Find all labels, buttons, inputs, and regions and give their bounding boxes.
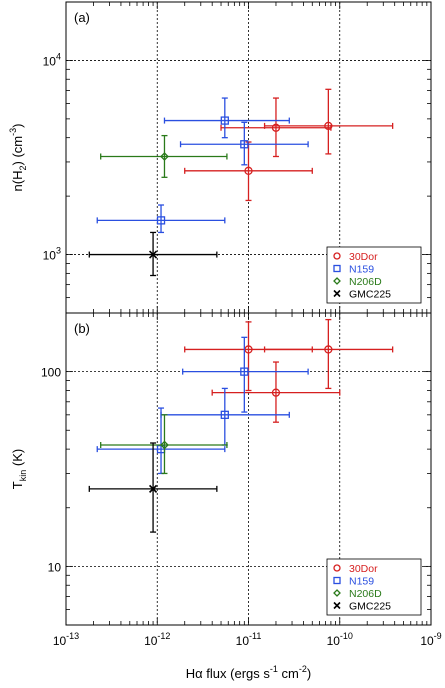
square-marker [220,410,229,419]
square-marker [333,264,341,273]
circle-marker [324,121,333,131]
n206d-point-b-0 [100,414,228,475]
x-marker [149,250,158,259]
y-tick-label-b-0: 10 [48,560,62,574]
legend-label-30dor: 30Dor [349,251,378,263]
panel-a: 103 104 (a) n(H2) (cm-3) 30DorN159N206DGMC22… [8,1,431,314]
30dor-point-a-1 [220,97,332,158]
n159-point-a-1 [163,97,290,139]
30dor-point-a-2 [263,88,394,155]
n159-point-a-0 [96,204,226,234]
y-tick-label-a-0: 103 [43,246,61,263]
square-marker [240,140,249,149]
square-marker [333,576,341,585]
n159-point-b-0 [96,407,226,475]
x-tick-label-3: 10-10 [327,631,353,648]
n159-point-a-2 [179,121,309,166]
panel-b-frame [65,312,432,626]
square-marker [156,216,166,225]
legend-label-gmc225: GMC225 [349,289,391,301]
x-marker [333,601,341,610]
circle-marker [271,388,281,397]
legend-box [326,246,422,304]
circle-marker [333,564,341,572]
n206d-point-a-0 [100,134,228,178]
square-marker [240,367,249,376]
30dor-point-a-0 [184,141,313,202]
gmc225-point-a-0 [88,231,218,277]
legend-label-n206d: N206D [349,588,382,600]
y-axis-title-a: n(H2) (cm-3) [8,124,28,192]
circle-marker [271,123,281,132]
y-axis-title-b: Tkin (K) [10,449,28,489]
legend-label-n159: N159 [349,264,374,276]
circle-marker [244,166,253,175]
y-tick-label-a-1: 104 [43,51,61,68]
n159-point-b-1 [160,387,290,446]
diamond-marker [160,152,169,161]
panel-label-a: (a) [74,10,90,25]
x-tick-label-1: 10-12 [144,631,170,648]
x-axis-title: Hα flux (ergs s-1 cm-2) [186,664,311,681]
legend-label-n159: N159 [349,576,374,588]
30dor-point-b-0 [184,321,313,392]
x-tick-label-4: 10-9 [420,631,441,648]
legend-label-gmc225: GMC225 [349,601,391,613]
legend-box [326,558,422,616]
x-marker [149,484,158,493]
legend-label-30dor: 30Dor [349,563,378,575]
x-marker [333,289,341,298]
y-tick-label-b-1: 100 [41,366,61,380]
diamond-marker [333,277,341,285]
n159-point-b-2 [182,336,309,413]
diamond-marker [160,440,169,450]
circle-marker [333,252,341,260]
circle-marker [244,345,253,354]
panel-label-b: (b) [74,321,90,336]
x-axis: 10-13 10-12 10-11 10-10 10-9 Hα flux (ergs s-… [53,631,442,681]
30dor-point-b-2 [263,318,394,390]
diamond-marker [333,589,341,597]
legend-label-n206d: N206D [349,276,382,288]
gmc225-point-b-0 [88,442,218,533]
square-marker [220,116,229,125]
x-tick-label-2: 10-11 [236,631,262,648]
circle-marker [324,345,333,354]
x-tick-label-0: 10-13 [53,631,79,648]
